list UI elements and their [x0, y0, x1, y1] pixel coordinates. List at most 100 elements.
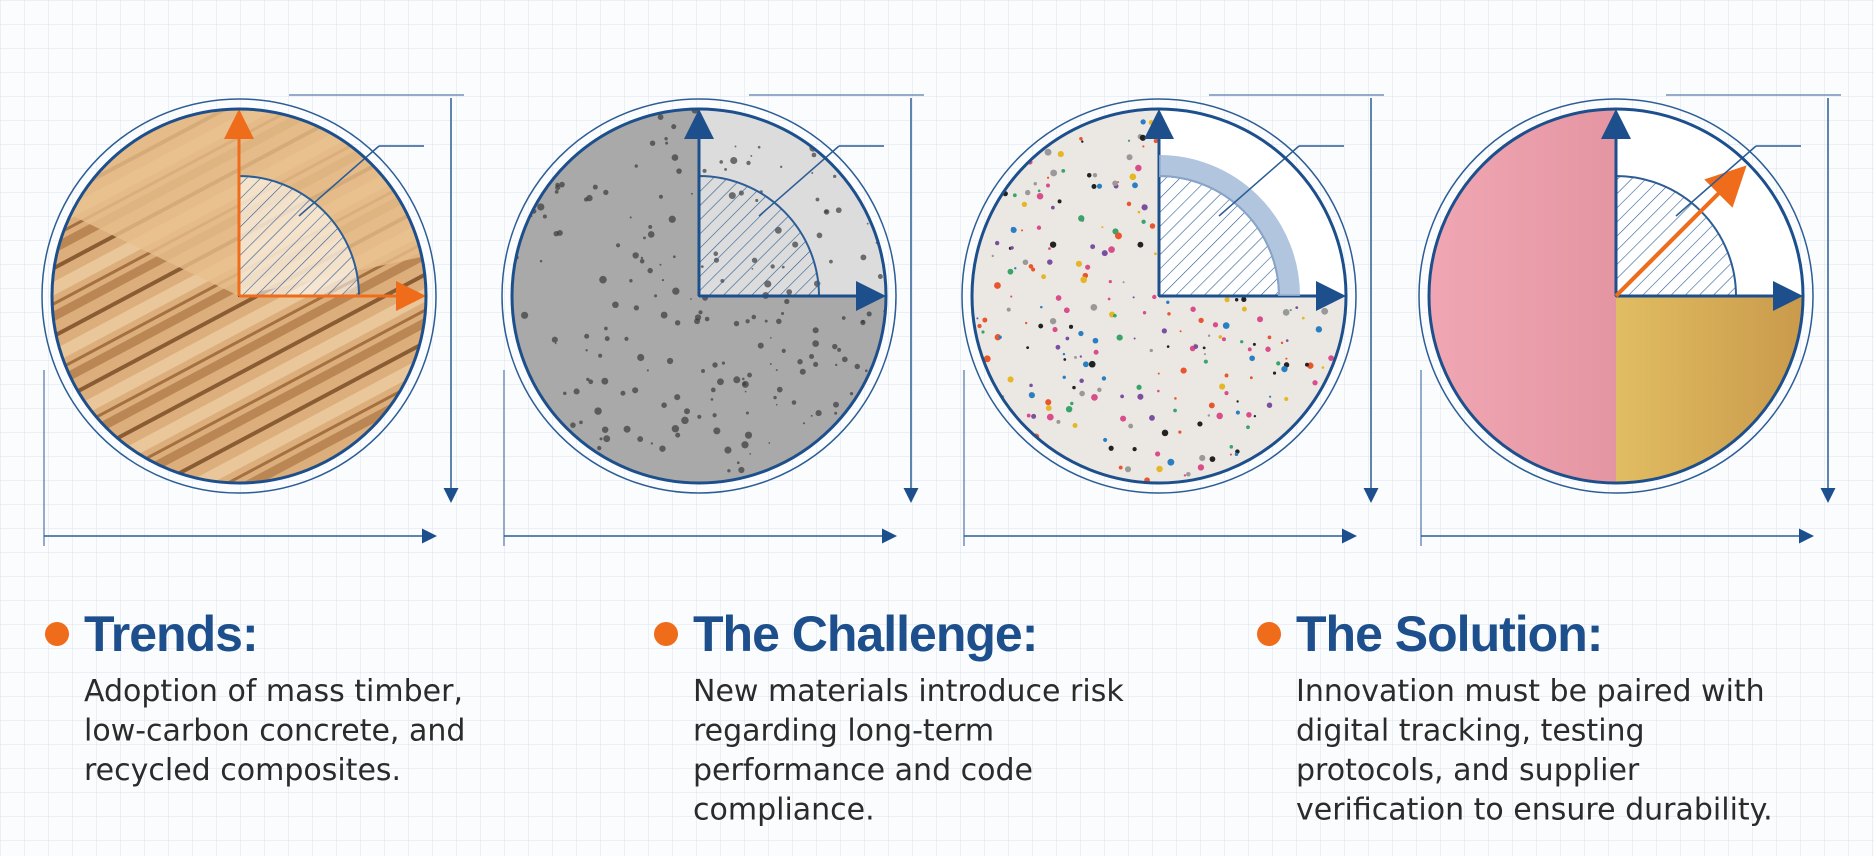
speck — [1137, 393, 1144, 400]
speck — [1085, 264, 1091, 270]
pore — [746, 160, 751, 166]
heading: Trends: — [84, 606, 258, 662]
speck — [1107, 297, 1111, 301]
speck — [1072, 385, 1076, 390]
speck — [994, 282, 1001, 289]
pore — [837, 347, 842, 352]
speck — [1021, 201, 1028, 208]
speck — [1281, 365, 1288, 373]
speck — [998, 335, 1002, 339]
speck — [1050, 169, 1058, 177]
speck — [1028, 264, 1034, 269]
pore — [741, 441, 749, 449]
speck — [1045, 399, 1052, 406]
pore — [702, 168, 707, 173]
speck — [1253, 414, 1257, 418]
pore — [539, 259, 543, 263]
pore — [585, 349, 588, 352]
speck — [1024, 321, 1028, 325]
pore — [637, 436, 644, 443]
pore — [632, 252, 639, 259]
pore — [659, 445, 666, 452]
pore — [812, 327, 819, 334]
pore — [657, 114, 664, 120]
pore — [570, 422, 576, 428]
pore — [601, 426, 609, 433]
speck — [1157, 389, 1160, 393]
pore — [639, 258, 645, 264]
speck — [1149, 348, 1153, 353]
pore — [841, 356, 848, 363]
material-circle — [961, 94, 1384, 546]
speck — [1079, 137, 1083, 141]
pore — [757, 342, 764, 349]
speck — [1193, 344, 1199, 349]
speck — [1285, 357, 1288, 360]
speck — [1149, 414, 1155, 421]
speck — [994, 334, 1001, 341]
pore — [779, 165, 783, 168]
speck — [1229, 453, 1232, 456]
speck — [1050, 205, 1055, 210]
speck — [1070, 401, 1074, 406]
pore — [750, 154, 753, 157]
speck — [1063, 307, 1070, 314]
speck — [1224, 297, 1230, 303]
speck — [1257, 316, 1264, 323]
pore — [684, 408, 690, 415]
pore — [612, 301, 619, 309]
pore — [835, 363, 838, 367]
speck — [1007, 268, 1014, 275]
pore — [776, 386, 783, 393]
inner-ring — [970, 107, 1348, 485]
speck — [1112, 180, 1118, 187]
body-line: regarding long-term — [693, 714, 994, 749]
speck — [1079, 390, 1085, 397]
pore — [601, 377, 609, 385]
speck — [1328, 355, 1334, 361]
speck — [1068, 324, 1074, 329]
pore — [671, 425, 680, 433]
speck — [1101, 376, 1107, 381]
speck — [994, 240, 1000, 246]
speck — [1116, 334, 1123, 341]
pore — [832, 343, 838, 350]
pore — [757, 145, 761, 149]
speck — [1049, 317, 1057, 325]
pore — [615, 243, 621, 248]
pore — [736, 461, 740, 465]
speck — [1321, 307, 1329, 315]
pore — [784, 298, 790, 305]
pore — [660, 311, 668, 319]
pore — [629, 216, 632, 219]
speck — [1061, 168, 1066, 173]
speck — [1235, 410, 1240, 415]
pore — [764, 319, 768, 323]
pore — [741, 377, 745, 381]
speck — [1149, 223, 1156, 229]
speck — [1249, 376, 1253, 380]
body-line: Adoption of mass timber, — [84, 674, 463, 709]
pore — [597, 445, 602, 451]
pore — [815, 197, 820, 202]
pore — [654, 294, 658, 298]
speck — [1065, 336, 1070, 341]
pore — [733, 320, 740, 327]
outer-ring — [501, 98, 897, 494]
speck — [1234, 298, 1239, 302]
speck — [1031, 413, 1037, 419]
speck — [1212, 322, 1219, 328]
pore — [599, 437, 603, 441]
speck — [1021, 229, 1024, 232]
speck — [1183, 474, 1187, 477]
pore — [647, 267, 653, 274]
speck — [1282, 309, 1290, 316]
pore — [724, 446, 732, 454]
speck — [1207, 414, 1211, 417]
speck — [1037, 189, 1041, 193]
speck — [1241, 296, 1247, 303]
speck — [1137, 241, 1144, 248]
speck — [1315, 326, 1323, 333]
pore — [799, 368, 806, 375]
speck — [1012, 193, 1017, 198]
